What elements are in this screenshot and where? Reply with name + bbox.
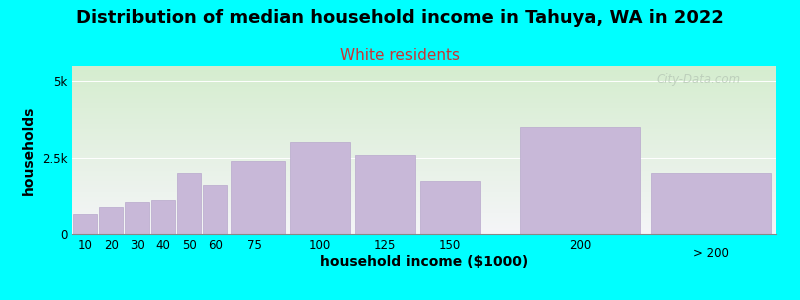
- Y-axis label: households: households: [22, 105, 36, 195]
- Bar: [355, 154, 415, 234]
- X-axis label: household income ($1000): household income ($1000): [320, 255, 528, 268]
- Bar: [420, 181, 480, 234]
- Bar: [125, 202, 149, 234]
- Bar: [230, 161, 285, 234]
- Bar: [651, 173, 770, 234]
- Bar: [73, 214, 97, 234]
- Text: > 200: > 200: [693, 248, 729, 260]
- Bar: [99, 206, 123, 234]
- Text: White residents: White residents: [340, 48, 460, 63]
- Bar: [203, 185, 227, 234]
- Text: Distribution of median household income in Tahuya, WA in 2022: Distribution of median household income …: [76, 9, 724, 27]
- Text: City-Data.com: City-Data.com: [656, 73, 741, 86]
- Bar: [290, 142, 350, 234]
- Bar: [521, 127, 641, 234]
- Bar: [178, 173, 202, 234]
- Bar: [151, 200, 175, 234]
